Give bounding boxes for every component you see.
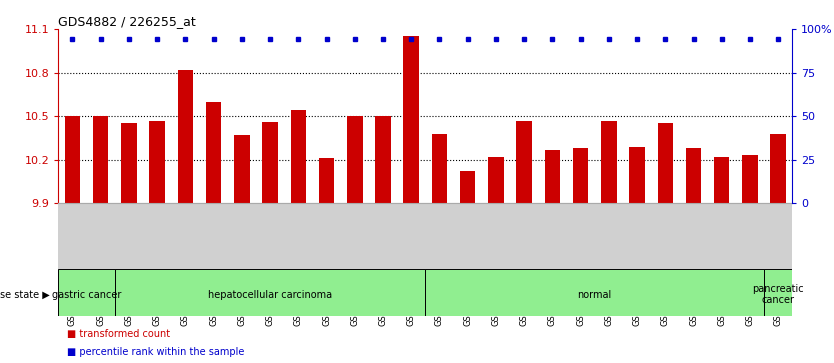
Text: hepatocellular carcinoma: hepatocellular carcinoma: [208, 290, 332, 299]
Bar: [149, 121, 165, 203]
Bar: [460, 171, 475, 203]
Bar: [58, 269, 115, 316]
Bar: [65, 116, 80, 203]
Bar: [545, 150, 560, 203]
Bar: [375, 116, 391, 203]
Text: disease state ▶: disease state ▶: [0, 290, 50, 299]
Text: gastric cancer: gastric cancer: [52, 290, 121, 299]
Bar: [93, 116, 108, 203]
Bar: [742, 155, 758, 203]
Bar: [432, 134, 447, 203]
Text: ■ transformed count: ■ transformed count: [67, 329, 170, 339]
Bar: [516, 121, 532, 203]
Bar: [263, 122, 278, 203]
Bar: [347, 116, 363, 203]
Text: normal: normal: [578, 290, 612, 299]
Bar: [771, 134, 786, 203]
Bar: [234, 135, 249, 203]
Bar: [657, 123, 673, 203]
Bar: [573, 148, 588, 203]
Bar: [206, 102, 221, 203]
Bar: [290, 110, 306, 203]
Bar: [686, 148, 701, 203]
Bar: [488, 157, 504, 203]
Bar: [404, 36, 419, 203]
Text: pancreatic
cancer: pancreatic cancer: [752, 284, 804, 305]
Bar: [764, 269, 792, 316]
Bar: [630, 147, 645, 203]
Bar: [714, 157, 730, 203]
Text: ■ percentile rank within the sample: ■ percentile rank within the sample: [67, 347, 244, 357]
Text: GDS4882 / 226255_at: GDS4882 / 226255_at: [58, 15, 196, 28]
Bar: [425, 269, 764, 316]
Bar: [319, 158, 334, 203]
Bar: [601, 121, 616, 203]
Bar: [121, 123, 137, 203]
Bar: [115, 269, 425, 316]
Bar: [178, 70, 193, 203]
